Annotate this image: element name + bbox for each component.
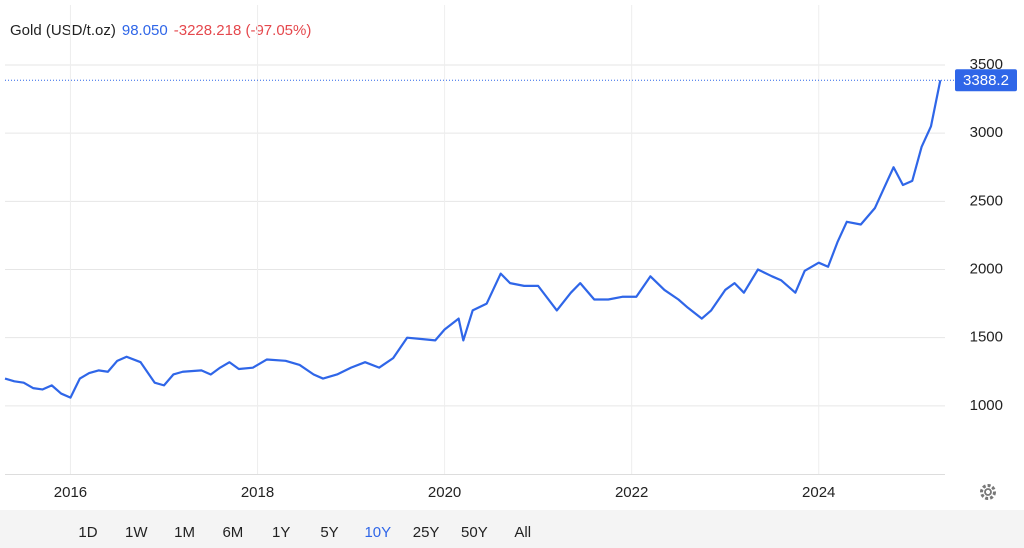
y-tick-label: 2000 (970, 260, 1003, 277)
y-tick-label: 2500 (970, 192, 1003, 209)
range-button[interactable]: 25Y (413, 524, 440, 541)
price-line (4, 80, 942, 399)
x-tick-label: 2024 (802, 484, 835, 501)
range-button[interactable]: All (514, 524, 531, 541)
x-tick-label: 2018 (241, 484, 274, 501)
range-button[interactable]: 1W (125, 524, 148, 541)
gear-teeth (980, 484, 996, 500)
y-tick-label: 1500 (970, 329, 1003, 346)
x-tick-label: 2022 (615, 484, 648, 501)
header: Gold (USD/t.oz) 98.050 -3228.218 (-97.05%) (10, 22, 317, 39)
range-button[interactable]: 1Y (272, 524, 290, 541)
range-button[interactable]: 10Y (364, 524, 391, 541)
range-button[interactable]: 50Y (461, 524, 488, 541)
change: -3228.218 (-97.05%) (173, 22, 312, 39)
range-bar (0, 510, 1024, 548)
last-price-label: 3388.2 (963, 72, 1009, 89)
y-tick-label: 1000 (970, 397, 1003, 414)
y-tick-label: 3500 (970, 56, 1003, 73)
x-tick-label: 2020 (428, 484, 461, 501)
range-button[interactable]: 1M (174, 524, 195, 541)
last-price-box (955, 69, 1017, 92)
y-tick-label: 3000 (970, 124, 1003, 141)
range-button[interactable]: 5Y (320, 524, 338, 541)
range-button[interactable]: 6M (222, 524, 243, 541)
range-button[interactable]: 1D (78, 524, 97, 541)
settings-icon[interactable] (980, 484, 996, 500)
gear-hub (984, 488, 992, 496)
instrument-name: Gold (USD/t.oz) (10, 22, 116, 39)
price: 98.050 (121, 22, 168, 39)
x-tick-label: 2016 (54, 484, 87, 501)
